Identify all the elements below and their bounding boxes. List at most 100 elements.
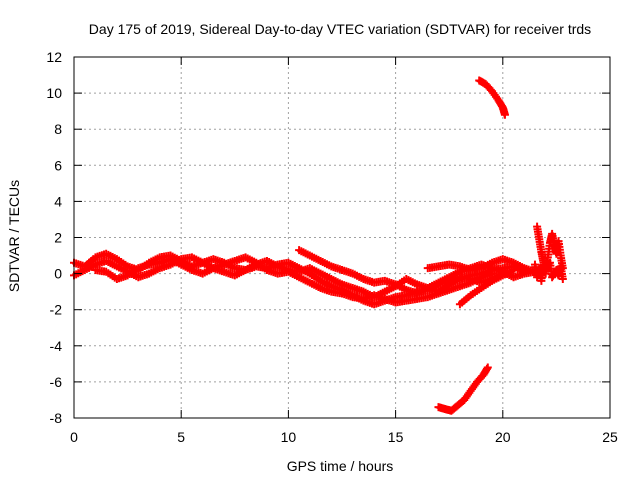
data-point [335,265,344,274]
data-point [558,272,567,281]
data-point [475,285,484,294]
data-point [121,272,130,281]
data-point [78,267,87,276]
data-point [421,293,430,302]
data-point [378,294,387,303]
data-point [357,273,366,282]
data-point [292,272,301,281]
series-track-7 [475,76,509,119]
y-tick-label: -2 [50,302,63,318]
data-point [485,259,494,268]
data-point [153,259,162,268]
series-track-3 [91,253,497,307]
data-point [142,270,151,279]
y-tick-label: -6 [50,374,63,390]
data-point [325,273,334,282]
data-point [482,364,491,373]
grid-lines [74,57,610,418]
data-point [335,289,344,298]
data-point [260,264,269,273]
y-tick-label: 2 [54,230,62,246]
data-point [485,84,494,93]
data-point [271,261,280,270]
data-point [142,261,151,270]
data-point [500,109,509,118]
data-point [89,261,98,270]
data-point [389,279,398,288]
data-points [70,76,567,415]
data-point [507,258,516,267]
data-point [239,267,248,276]
data-point [228,257,237,266]
x-tick-labels: 0 5 10 15 20 25 [70,429,618,445]
y-axis-label: SDTVAR / TECUs [6,180,22,292]
data-point [443,286,452,295]
data-point [457,398,466,407]
data-point [314,282,323,291]
x-tick-label: 10 [281,429,297,445]
data-point [100,267,109,276]
data-point [443,274,452,283]
chart-title: Day 175 of 2019, Sidereal Day-to-day VTE… [89,21,591,37]
data-point [110,254,119,263]
data-point [485,278,494,287]
y-tick-label: 8 [54,121,62,137]
y-tick-labels: -8 -6 -4 -2 0 2 4 6 8 10 12 [46,49,62,426]
y-tick-label: 12 [46,49,62,65]
series-track-10 [530,258,567,285]
data-point [314,268,323,277]
data-point [207,265,216,274]
data-point [476,373,485,382]
data-point [325,286,334,295]
data-point [464,279,473,288]
data-point [400,284,409,293]
data-point [485,270,494,279]
series-track-6 [455,265,518,309]
data-point [185,264,194,273]
y-tick-label: -8 [50,410,63,426]
data-point [110,261,119,270]
data-point [453,282,462,291]
data-point [175,259,184,268]
data-point [432,279,441,288]
data-point [453,268,462,277]
data-point [346,283,355,292]
data-point [475,274,484,283]
data-point [421,285,430,294]
y-tick-label: 10 [46,85,62,101]
x-axis-label: GPS time / hours [287,458,394,474]
x-tick-label: 0 [70,429,78,445]
data-point [432,290,441,299]
data-point [518,263,527,272]
data-point [357,286,366,295]
data-point [132,265,141,274]
data-point [250,257,259,266]
data-point [346,268,355,277]
x-tick-label: 20 [495,429,511,445]
data-point [303,250,312,259]
x-tick-label: 15 [388,429,404,445]
data-point [496,272,505,281]
data-point [314,275,323,284]
data-point [303,268,312,277]
data-point [292,263,301,272]
data-point [325,261,334,270]
axis-ticks [73,56,611,419]
data-point [518,270,527,279]
y-tick-label: 4 [54,193,62,209]
data-point [346,292,355,301]
data-point [475,264,484,273]
data-point [464,293,473,302]
data-point [507,267,516,276]
x-tick-label: 25 [602,429,618,445]
y-tick-label: -4 [50,338,63,354]
data-point [196,257,205,266]
data-point [453,262,462,271]
data-point [314,255,323,264]
y-tick-label: 0 [54,266,62,282]
series-track-8 [434,363,492,415]
series-track-5 [423,255,539,276]
data-point [410,279,419,288]
x-tick-label: 5 [177,429,185,445]
